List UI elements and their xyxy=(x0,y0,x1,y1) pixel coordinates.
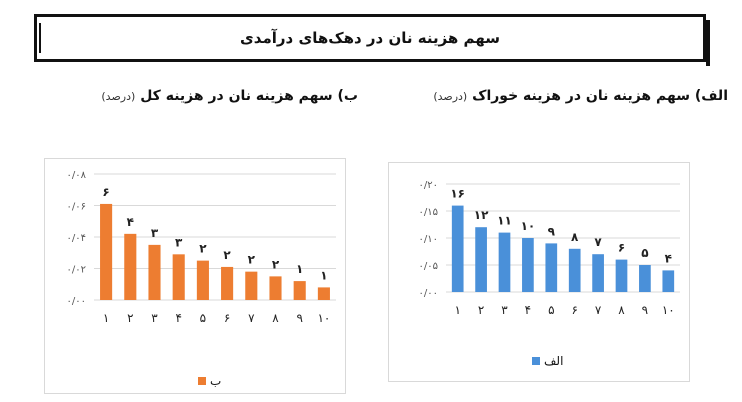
chart-a-data-label: ۱۰ xyxy=(521,219,536,233)
chart-a-bar xyxy=(475,227,487,292)
chart-a-xtick-label: ۱ xyxy=(454,303,460,317)
chart-a-xtick-label: ۹ xyxy=(642,303,648,317)
chart-b-ytick-label: ۰/۰۸ xyxy=(67,170,87,181)
chart-a-bar xyxy=(522,238,534,292)
chart-a-xtick-label: ۲ xyxy=(478,303,484,317)
chart-b-xtick-label: ۸ xyxy=(272,311,279,325)
chart-a-bar xyxy=(592,254,604,292)
chart-a-bar xyxy=(451,205,464,292)
chart-b-data-label: ۱ xyxy=(320,268,327,282)
chart-a-xtick-label: ۳ xyxy=(501,303,508,317)
chart-b-unit: (درصد) xyxy=(101,90,136,103)
chart-b-legend-label: ب xyxy=(210,374,222,388)
chart-b-data-label: ۴ xyxy=(127,215,134,229)
chart-a-bar xyxy=(568,248,581,292)
chart-a-ytick-label: ۰/۰۵ xyxy=(419,261,438,272)
chart-a-data-label: ۶ xyxy=(618,241,625,255)
chart-b-bar xyxy=(100,203,113,300)
chart-a-xtick-label: ۸ xyxy=(618,303,625,317)
chart-a-unit: (درصد) xyxy=(433,90,468,103)
chart-a-xtick-label: ۶ xyxy=(571,303,577,317)
chart-a-legend: الف xyxy=(532,354,563,368)
chart-b-data-label: ۲ xyxy=(272,257,280,271)
chart-b-bar xyxy=(148,244,161,300)
chart-b-legend: ب xyxy=(198,374,221,388)
chart-a-title-text: الف) سهم هزینه نان در هزینه خوراک xyxy=(472,88,728,104)
chart-b-title-text: ب) سهم هزینه نان در هزینه کل xyxy=(140,88,358,104)
chart-b-legend-swatch xyxy=(198,377,206,385)
chart-b: ۰/۰۰ ۰/۰۲ ۰/۰۴ ۰/۰۶ ۰/۰۸ ۶ ۱ ۴ ۲ ۳ ۳ ۳ ۴ ۲ ۵ ۲ ۶ ۲ ۷ ۲ ۸ ۱ ۹ ۱ ۱… xyxy=(44,158,346,394)
chart-a-data-label: ۷ xyxy=(594,235,602,249)
chart-b-ytick-label: ۰/۰۴ xyxy=(67,233,86,244)
chart-b-ytick-label: ۰/۰۲ xyxy=(67,265,86,276)
chart-b-data-label: ۲ xyxy=(199,242,207,256)
chart-a-data-label: ۱۲ xyxy=(474,208,489,222)
chart-a-data-label: ۹ xyxy=(548,224,556,238)
chart-a-ytick-label: ۰/۲۰ xyxy=(419,180,438,191)
chart-b-bar xyxy=(293,281,306,300)
chart-b-bar xyxy=(245,271,258,300)
chart-frame xyxy=(44,158,346,394)
chart-a-bar xyxy=(498,232,511,292)
chart-a: ۰/۰۰ ۰/۰۵ ۰/۱۰ ۰/۱۵ ۰/۲۰ ۱۶ ۱ ۱۲ ۲ ۱۱ ۳ ۱۰ ۴ ۹ ۵ ۸ ۶ ۷ ۷ ۶ ۸… xyxy=(388,162,690,382)
chart-b-bar xyxy=(269,276,282,300)
header-title-text: سهم هزینه نان در دهک‌های درآمدی xyxy=(240,29,500,47)
chart-a-xtick-label: ۴ xyxy=(525,303,531,317)
chart-b-data-label: ۳ xyxy=(175,235,183,249)
chart-b-ytick-label: ۰/۰۶ xyxy=(67,202,86,213)
chart-a-data-label: ۸ xyxy=(571,230,579,244)
chart-b-xtick-label: ۱۰ xyxy=(317,311,330,325)
chart-b-xtick-label: ۶ xyxy=(224,311,230,325)
chart-a-data-label: ۱۱ xyxy=(497,214,512,228)
chart-b-xtick-label: ۳ xyxy=(151,311,158,325)
chart-b-xtick-label: ۷ xyxy=(248,311,255,325)
chart-a-legend-swatch xyxy=(532,357,540,365)
chart-b-data-label: ۲ xyxy=(248,253,256,267)
chart-b-title: ب) سهم هزینه نان در هزینه کل (درصد) xyxy=(101,88,358,104)
chart-b-data-label: ۶ xyxy=(102,185,109,199)
header-title: سهم هزینه نان در دهک‌های درآمدی xyxy=(34,14,710,66)
chart-b-xtick-label: ۱ xyxy=(103,311,109,325)
chart-b-bar xyxy=(196,260,209,300)
chart-b-bar xyxy=(124,233,137,300)
chart-a-ytick-label: ۰/۰۰ xyxy=(419,288,438,299)
chart-b-ytick-label: ۰/۰۰ xyxy=(67,296,86,307)
chart-b-bar xyxy=(221,266,234,300)
chart-a-xtick-label: ۱۰ xyxy=(662,303,675,317)
chart-a-xtick-label: ۷ xyxy=(595,303,602,317)
chart-a-ytick-label: ۰/۱۵ xyxy=(419,207,438,218)
chart-b-data-label: ۲ xyxy=(223,248,231,262)
chart-a-data-label: ۵ xyxy=(641,246,648,260)
chart-a-bar xyxy=(545,243,558,292)
chart-a-xtick-label: ۵ xyxy=(548,303,554,317)
chart-a-bar xyxy=(639,265,651,292)
chart-b-data-label: ۱ xyxy=(296,262,303,276)
chart-b-xtick-label: ۵ xyxy=(200,311,206,325)
chart-a-data-label: ۱۶ xyxy=(450,187,465,201)
chart-b-bar xyxy=(172,254,185,300)
chart-b-xtick-label: ۹ xyxy=(296,311,302,325)
chart-a-bar xyxy=(615,259,628,292)
chart-b-bar xyxy=(317,287,330,300)
chart-b-data-label: ۳ xyxy=(151,226,159,240)
chart-a-legend-label: الف xyxy=(544,354,564,368)
chart-a-bar xyxy=(662,270,675,292)
chart-b-xtick-label: ۴ xyxy=(175,311,181,325)
chart-a-data-label: ۴ xyxy=(665,251,672,265)
chart-a-ytick-label: ۰/۱۰ xyxy=(419,234,438,245)
chart-b-xtick-label: ۲ xyxy=(127,311,133,325)
chart-a-title: الف) سهم هزینه نان در هزینه خوراک (درصد) xyxy=(433,88,728,104)
